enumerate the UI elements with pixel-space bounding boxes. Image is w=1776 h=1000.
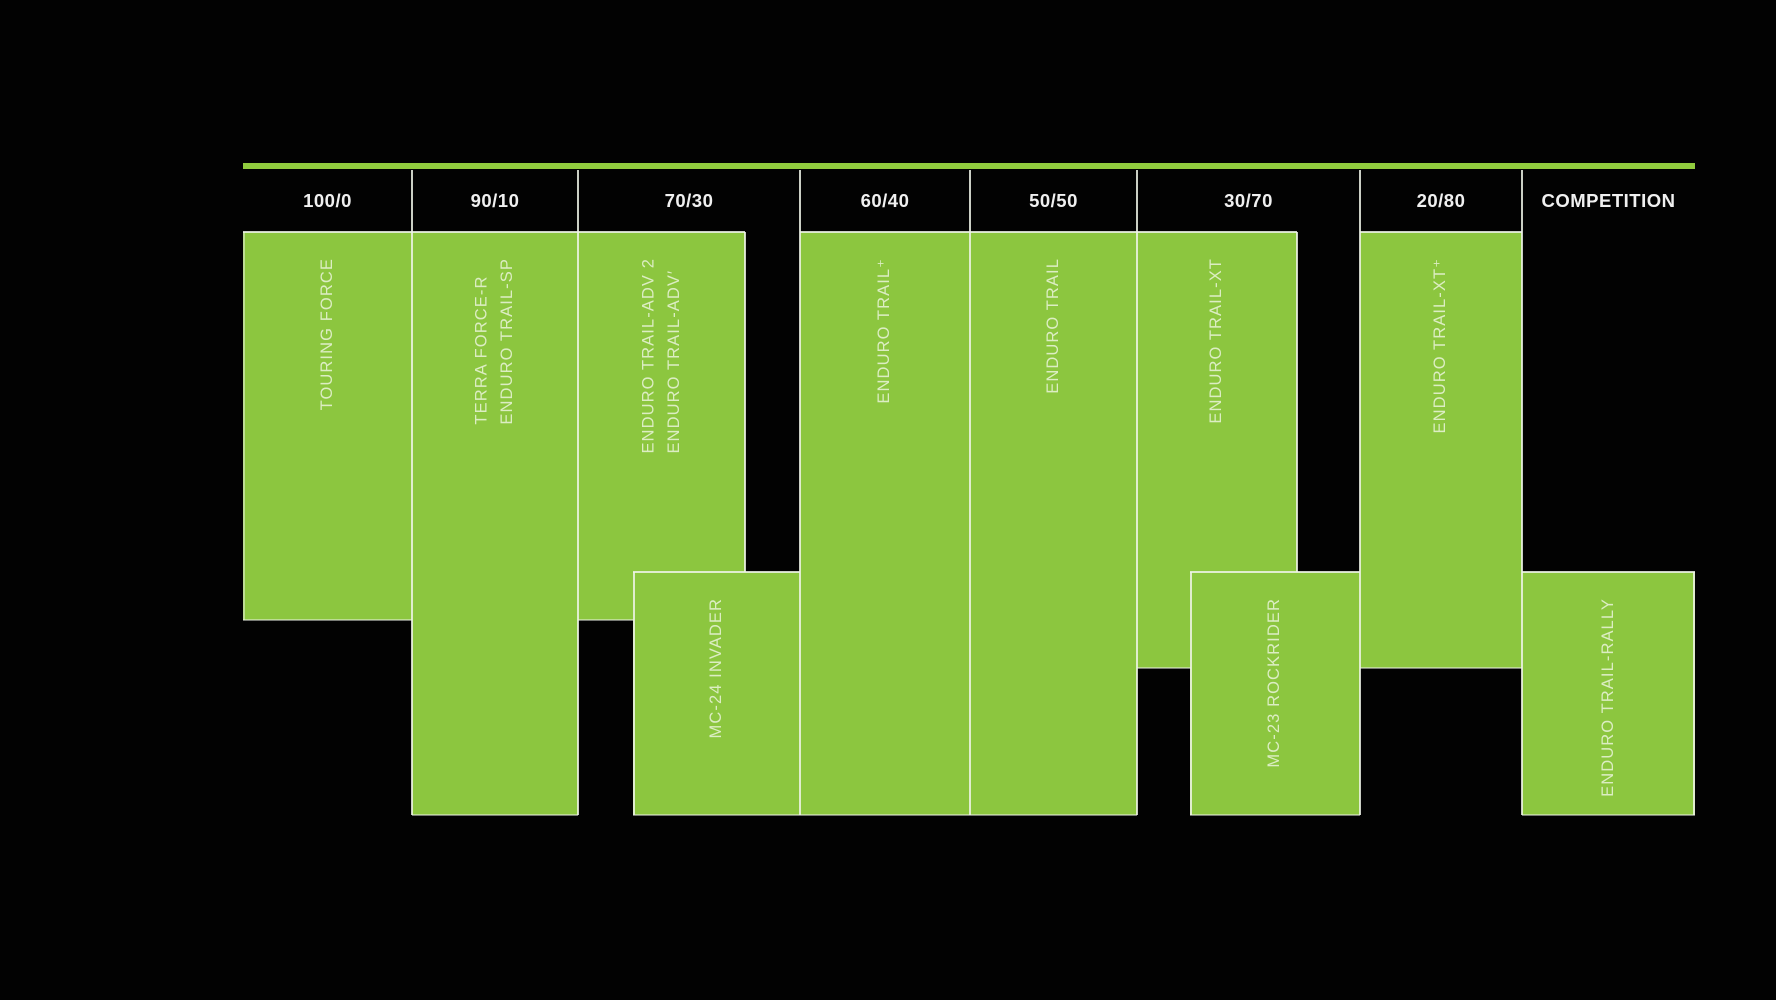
block-bottom-line xyxy=(633,814,1137,816)
block-edge-line xyxy=(1190,572,1192,815)
block-bottom-line xyxy=(1360,667,1522,669)
product-label-line: ENDURO TRAIL-SP xyxy=(498,258,516,425)
block-edge-line xyxy=(633,572,635,815)
product-block-enduro-trail: ENDURO TRAIL xyxy=(970,232,1137,815)
block-top-line xyxy=(1522,571,1695,573)
product-label: MC-23 ROCKRIDER xyxy=(1262,598,1288,768)
separator-line xyxy=(799,170,801,815)
block-edge-line xyxy=(744,232,746,572)
block-top-line xyxy=(1360,231,1522,233)
product-label: ENDURO TRAIL-ADV 2 ENDURO TRAIL-ADV′ xyxy=(636,258,687,454)
separator-line xyxy=(1136,170,1138,815)
product-label: TERRA FORCE-R ENDURO TRAIL-SP xyxy=(469,258,520,425)
product-label: TOURING FORCE xyxy=(315,258,341,410)
product-label: ENDURO TRAIL-XT xyxy=(1204,258,1230,424)
product-block-mc-23-rockrider: MC-23 ROCKRIDER xyxy=(1190,572,1360,815)
block-bottom-line xyxy=(578,619,634,621)
product-label-line: TERRA FORCE-R xyxy=(472,275,491,425)
product-label: ENDURO TRAIL xyxy=(1041,258,1067,394)
separator-line xyxy=(1359,170,1361,815)
product-label-line: ENDURO TRAIL-XT⁺ xyxy=(1431,258,1450,434)
column-header-competition: COMPETITION xyxy=(1541,190,1676,211)
product-label: MC-24 INVADER xyxy=(704,598,730,739)
block-top-line xyxy=(800,231,1297,233)
product-block-enduro-trail-xt-plus: ENDURO TRAIL-XT⁺ xyxy=(1360,232,1522,668)
product-label-line: ENDURO TRAIL xyxy=(1043,258,1062,394)
product-block-enduro-trail-adv: ENDURO TRAIL-ADV 2 ENDURO TRAIL-ADV′ xyxy=(578,232,745,620)
column-header-20-80: 20/80 xyxy=(1416,190,1466,211)
block-bottom-line xyxy=(1137,667,1191,669)
separator-line xyxy=(577,170,579,815)
block-bottom-line xyxy=(1522,814,1695,816)
product-label: ENDURO TRAIL-XT⁺ xyxy=(1428,258,1454,433)
block-bottom-line xyxy=(243,619,412,621)
column-header-50-50: 50/50 xyxy=(1029,190,1078,211)
column-header-30-70: 30/70 xyxy=(1224,190,1273,211)
product-label: ENDURO TRAIL⁺ xyxy=(872,258,898,404)
separator-line xyxy=(969,170,971,815)
block-top-line xyxy=(243,231,745,233)
product-label-line: ENDURO TRAIL-ADV′ xyxy=(664,269,683,454)
product-block-enduro-trail-rally: ENDURO TRAIL-RALLY xyxy=(1522,572,1695,815)
block-bottom-line xyxy=(412,814,578,816)
product-label-line: ENDURO TRAIL-XT xyxy=(1207,258,1226,424)
separator-line xyxy=(1521,170,1523,815)
product-label-line: MC-23 ROCKRIDER xyxy=(1265,598,1284,768)
column-header-90-10: 90/10 xyxy=(470,190,520,211)
product-label-line: TOURING FORCE xyxy=(317,258,336,411)
product-block-mc-24-invader: MC-24 INVADER xyxy=(633,572,800,815)
column-header-70-30: 70/30 xyxy=(664,190,714,211)
block-edge-line xyxy=(1296,232,1298,572)
product-label-line: ENDURO TRAIL-ADV 2 xyxy=(638,258,657,454)
product-block-touring-force: TOURING FORCE xyxy=(243,232,412,620)
product-label-line: ENDURO TRAIL-RALLY xyxy=(1598,598,1617,797)
product-block-terra-force-r: TERRA FORCE-R ENDURO TRAIL-SP xyxy=(412,232,578,815)
column-header-60-40: 60/40 xyxy=(860,190,910,211)
product-block-enduro-trail-plus: ENDURO TRAIL⁺ xyxy=(800,232,970,815)
block-edge-line xyxy=(243,232,245,620)
block-edge-line xyxy=(1693,572,1695,815)
separator-line xyxy=(411,170,413,815)
product-label-line: ENDURO TRAIL⁺ xyxy=(875,258,894,404)
product-label-line: MC-24 INVADER xyxy=(706,598,725,739)
block-top-line xyxy=(1190,571,1360,573)
product-label: ENDURO TRAIL-RALLY xyxy=(1596,598,1622,797)
block-bottom-line xyxy=(1190,814,1360,816)
block-top-line xyxy=(633,571,800,573)
chart-top-rule xyxy=(243,163,1695,169)
column-header-100-0: 100/0 xyxy=(303,190,352,211)
